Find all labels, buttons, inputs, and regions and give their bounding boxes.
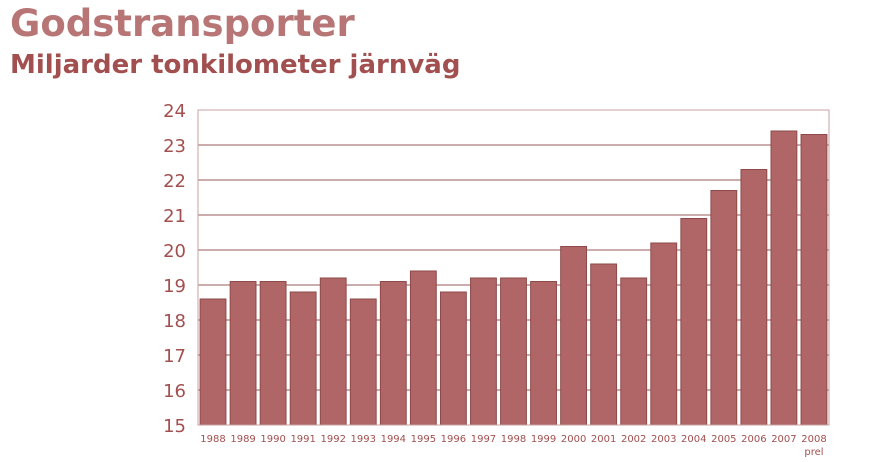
- bar-2002: [620, 277, 648, 426]
- chart-subtitle: Miljarder tonkilometer järnväg: [10, 50, 461, 80]
- x-tick-label-1998: 1998: [501, 434, 526, 445]
- x-tick-label-2006: 2006: [741, 434, 766, 445]
- x-tick-label-1989: 1989: [230, 434, 255, 445]
- bar-1998: [500, 277, 527, 426]
- plot-frame: [197, 109, 830, 426]
- x-tick-label-1997: 1997: [471, 434, 496, 445]
- bar-1988: [199, 298, 227, 426]
- x-tick-label-2008: 2008: [801, 434, 826, 445]
- bar-1993: [349, 298, 377, 426]
- x-tick-label-2007: 2007: [771, 434, 796, 445]
- x-tick-label-2004: 2004: [681, 434, 706, 445]
- y-tick-label: 19: [163, 276, 186, 297]
- x-tick-label-2000: 2000: [561, 434, 586, 445]
- x-tick-label-1995: 1995: [411, 434, 436, 445]
- y-tick-label: 17: [163, 346, 186, 367]
- x-tick-label-2005: 2005: [711, 434, 736, 445]
- x-tick-label-1996: 1996: [441, 434, 466, 445]
- y-tick-label: 20: [163, 241, 186, 262]
- y-tick-labels: 15 16 17 18 19 20 21 22 23 24: [163, 101, 186, 437]
- x-tick-label-2001: 2001: [591, 434, 616, 445]
- bar-2008: [800, 134, 828, 426]
- x-tick-label-2003: 2003: [651, 434, 676, 445]
- bar-1989: [229, 281, 257, 426]
- bars: [199, 130, 828, 426]
- y-tick-label: 18: [163, 311, 186, 332]
- y-tick-label: 23: [163, 136, 186, 157]
- bar-1995: [409, 270, 437, 426]
- bar-1994: [379, 281, 407, 426]
- bar-2007: [770, 130, 798, 426]
- bar-2006: [740, 169, 768, 426]
- bar-1996: [439, 291, 467, 426]
- bar-1997: [470, 277, 497, 426]
- bar-2001: [590, 263, 618, 426]
- bar-2005: [710, 190, 738, 426]
- bar-2003: [650, 242, 678, 426]
- y-tick-label: 24: [163, 101, 186, 122]
- x-tick-labels: 1988 1989 1990 1991 1992 1993 1994 1995 1996 1997…: [200, 434, 826, 458]
- x-tick-sublabel-2008: prel: [804, 447, 823, 458]
- bar-1999: [530, 281, 557, 426]
- chart-title: Godstransporter: [10, 2, 355, 45]
- bar-2004: [680, 218, 708, 426]
- y-tick-label: 21: [163, 206, 186, 227]
- y-tick-label: 22: [163, 171, 186, 192]
- x-tick-label-2002: 2002: [621, 434, 646, 445]
- x-tick-label-1999: 1999: [531, 434, 556, 445]
- y-tick-label: 15: [163, 416, 186, 437]
- bar-2000: [560, 246, 588, 426]
- y-tick-label: 16: [163, 381, 186, 402]
- bar-1991: [289, 291, 317, 426]
- bar-1990: [259, 281, 287, 426]
- bar-1992: [319, 277, 347, 426]
- x-tick-label-1992: 1992: [320, 434, 345, 445]
- x-tick-label-1988: 1988: [200, 434, 225, 445]
- x-tick-label-1990: 1990: [260, 434, 285, 445]
- x-tick-label-1994: 1994: [381, 434, 406, 445]
- x-tick-label-1993: 1993: [351, 434, 376, 445]
- x-tick-label-1991: 1991: [290, 434, 315, 445]
